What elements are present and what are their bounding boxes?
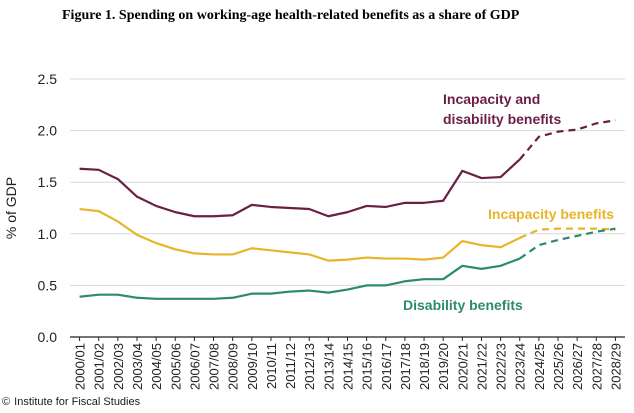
- x-tick-label: 2009/10: [245, 343, 260, 390]
- copyright-icon: ©: [2, 396, 11, 408]
- series-forecast-line-incapacity: [519, 227, 616, 239]
- series-line-incapacity: [79, 207, 521, 262]
- y-tick-label: 2.0: [38, 123, 58, 139]
- source-credit: © Institute for Fiscal Studies: [2, 396, 140, 408]
- axes: 0.0 0.5 1.0 1.5 2.0 2.5 2000/01 2001/02 2002/03 2…: [3, 71, 625, 390]
- x-tick-label: 2023/24: [513, 343, 528, 390]
- series-label-incapacity-and-disability: Incapacity and: [443, 91, 540, 107]
- y-tick-label: 1.0: [38, 226, 58, 242]
- series-labels: Incapacity and disability benefits Incapac…: [403, 91, 614, 313]
- x-tick-label: 2011/12: [283, 343, 298, 389]
- x-tick-label: 2014/15: [341, 343, 356, 390]
- y-tick-label: 0.5: [38, 277, 58, 293]
- x-tick-label: 2027/28: [589, 343, 604, 390]
- series-label-incapacity: Incapacity benefits: [488, 206, 614, 222]
- y-tick-label: 0.0: [38, 329, 58, 345]
- series-label-disability: Disability benefits: [403, 297, 523, 313]
- y-tick-label: 1.5: [38, 174, 58, 190]
- figure-title: Figure 1. Spending on working-age health…: [62, 8, 520, 23]
- x-tick-label: 2013/14: [321, 343, 336, 390]
- x-tick-label: 2005/06: [168, 343, 183, 390]
- series-line-incapacity-and-disability: [79, 158, 521, 218]
- x-tick-label: 2019/20: [436, 343, 451, 390]
- x-tick-label: 2028/29: [608, 343, 623, 390]
- gridlines: [70, 78, 625, 286]
- x-tick-label: 2008/09: [226, 343, 241, 390]
- series-forecast-line-disability: [519, 227, 616, 260]
- x-tick-label: 2007/08: [207, 343, 222, 390]
- x-tick-label: 2020/21: [455, 343, 470, 390]
- x-tick-label: 2015/16: [360, 343, 375, 390]
- x-tick-label: 2006/07: [187, 343, 202, 390]
- series-label-incapacity-and-disability: disability benefits: [443, 111, 561, 127]
- series-lines: [79, 119, 616, 300]
- x-tick-label: 2025/26: [551, 343, 566, 390]
- x-tick-label: 2002/03: [111, 343, 126, 390]
- y-tick-label: 2.5: [38, 71, 58, 87]
- x-tick-label: 2018/19: [417, 343, 432, 390]
- x-tick-label: 2022/23: [494, 343, 509, 390]
- x-tick-label: 2003/04: [130, 343, 145, 390]
- x-tick-label: 2017/18: [398, 343, 413, 390]
- x-tick-label: 2021/22: [474, 343, 489, 390]
- source-text: Institute for Fiscal Studies: [14, 396, 141, 408]
- x-tick-label: 2000/01: [73, 343, 88, 390]
- series-line-disability: [79, 257, 521, 300]
- x-tick-label: 2012/13: [302, 343, 317, 390]
- x-tick-label: 2026/27: [570, 343, 585, 390]
- x-tick-label: 2004/05: [149, 343, 164, 390]
- x-tick-label: 2001/02: [92, 343, 107, 390]
- x-tick-label: 2016/17: [379, 343, 394, 390]
- x-tick-label: 2010/11: [264, 343, 279, 389]
- y-axis-title: % of GDP: [3, 177, 19, 239]
- x-tick-label: 2024/25: [532, 343, 547, 390]
- series-forecast-line-incapacity-and-disability: [518, 119, 616, 161]
